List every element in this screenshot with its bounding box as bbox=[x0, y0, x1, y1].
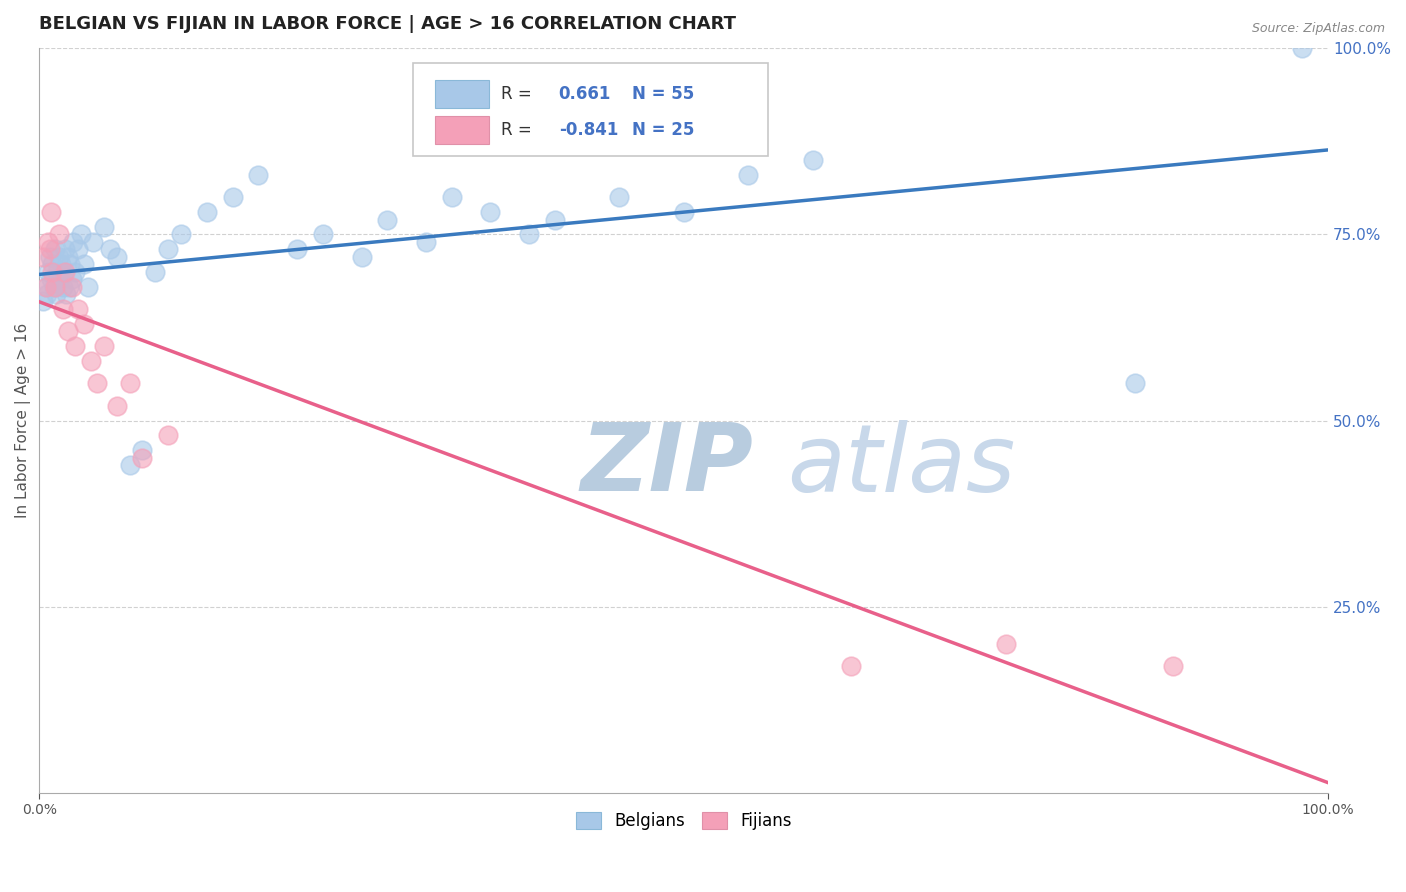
Point bbox=[32, 250, 55, 264]
Point bbox=[52, 265, 75, 279]
Point bbox=[35, 279, 58, 293]
Text: N = 55: N = 55 bbox=[633, 85, 695, 103]
Point bbox=[118, 376, 141, 391]
Point bbox=[35, 287, 58, 301]
Point bbox=[1163, 659, 1185, 673]
Point bbox=[737, 168, 759, 182]
Point bbox=[51, 301, 73, 316]
Point bbox=[60, 272, 83, 286]
Point bbox=[53, 243, 76, 257]
Text: BELGIAN VS FIJIAN IN LABOR FORCE | AGE > 16 CORRELATION CHART: BELGIAN VS FIJIAN IN LABOR FORCE | AGE >… bbox=[39, 15, 737, 33]
Point bbox=[45, 287, 67, 301]
Point bbox=[143, 265, 166, 279]
FancyBboxPatch shape bbox=[413, 63, 768, 156]
Text: atlas: atlas bbox=[787, 420, 1015, 511]
Point bbox=[93, 220, 115, 235]
Point bbox=[49, 272, 72, 286]
Point bbox=[1291, 41, 1313, 55]
Text: Source: ZipAtlas.com: Source: ZipAtlas.com bbox=[1251, 22, 1385, 36]
Text: N = 25: N = 25 bbox=[633, 121, 695, 139]
Point bbox=[157, 243, 180, 257]
Point bbox=[38, 243, 60, 257]
Point bbox=[51, 257, 73, 271]
Point bbox=[56, 324, 79, 338]
Point bbox=[46, 265, 69, 279]
Point bbox=[195, 205, 218, 219]
Point bbox=[82, 235, 104, 249]
Point bbox=[44, 243, 66, 257]
Text: 0.661: 0.661 bbox=[558, 85, 612, 103]
Point bbox=[672, 205, 695, 219]
Point bbox=[170, 227, 193, 242]
Point bbox=[221, 190, 243, 204]
Point bbox=[39, 205, 62, 219]
Point bbox=[38, 250, 60, 264]
Point bbox=[44, 279, 66, 293]
Point bbox=[312, 227, 335, 242]
Point bbox=[839, 659, 862, 673]
Y-axis label: In Labor Force | Age > 16: In Labor Force | Age > 16 bbox=[15, 323, 31, 518]
Point bbox=[1123, 376, 1146, 391]
Point bbox=[39, 272, 62, 286]
Point bbox=[59, 257, 82, 271]
Point bbox=[801, 153, 824, 167]
Point bbox=[42, 279, 65, 293]
Legend: Belgians, Fijians: Belgians, Fijians bbox=[569, 805, 799, 837]
Point bbox=[105, 250, 128, 264]
Point bbox=[32, 294, 55, 309]
Point bbox=[73, 317, 96, 331]
Text: -0.841: -0.841 bbox=[558, 121, 619, 139]
Point bbox=[48, 227, 70, 242]
Point bbox=[56, 250, 79, 264]
Point bbox=[65, 339, 87, 353]
Point bbox=[131, 450, 153, 465]
Point bbox=[118, 458, 141, 473]
Text: R =: R = bbox=[501, 121, 537, 139]
Point bbox=[98, 243, 121, 257]
Point bbox=[35, 279, 58, 293]
Point bbox=[58, 279, 80, 293]
Point bbox=[375, 212, 398, 227]
Point bbox=[66, 243, 89, 257]
Point bbox=[247, 168, 270, 182]
Point bbox=[105, 399, 128, 413]
Point bbox=[517, 227, 540, 242]
Point bbox=[51, 279, 73, 293]
Point bbox=[69, 227, 91, 242]
Point bbox=[41, 257, 63, 271]
Point bbox=[285, 243, 308, 257]
Point bbox=[60, 279, 83, 293]
Point bbox=[65, 265, 87, 279]
Point bbox=[77, 279, 100, 293]
Point bbox=[994, 637, 1017, 651]
Point bbox=[55, 287, 77, 301]
Bar bbox=[434, 116, 489, 145]
Point bbox=[131, 443, 153, 458]
Point bbox=[37, 265, 59, 279]
Point bbox=[415, 235, 437, 249]
Point bbox=[37, 235, 59, 249]
Point bbox=[73, 257, 96, 271]
Point bbox=[440, 190, 463, 204]
Point bbox=[53, 265, 76, 279]
Point bbox=[66, 301, 89, 316]
Text: ZIP: ZIP bbox=[581, 419, 754, 511]
Point bbox=[350, 250, 373, 264]
Point bbox=[157, 428, 180, 442]
Bar bbox=[434, 79, 489, 108]
Point bbox=[93, 339, 115, 353]
Text: R =: R = bbox=[501, 85, 537, 103]
Point bbox=[86, 376, 108, 391]
Point bbox=[62, 235, 84, 249]
Point bbox=[607, 190, 630, 204]
Point bbox=[48, 250, 70, 264]
Point bbox=[479, 205, 502, 219]
Point bbox=[80, 354, 103, 368]
Point bbox=[41, 265, 63, 279]
Point bbox=[544, 212, 567, 227]
